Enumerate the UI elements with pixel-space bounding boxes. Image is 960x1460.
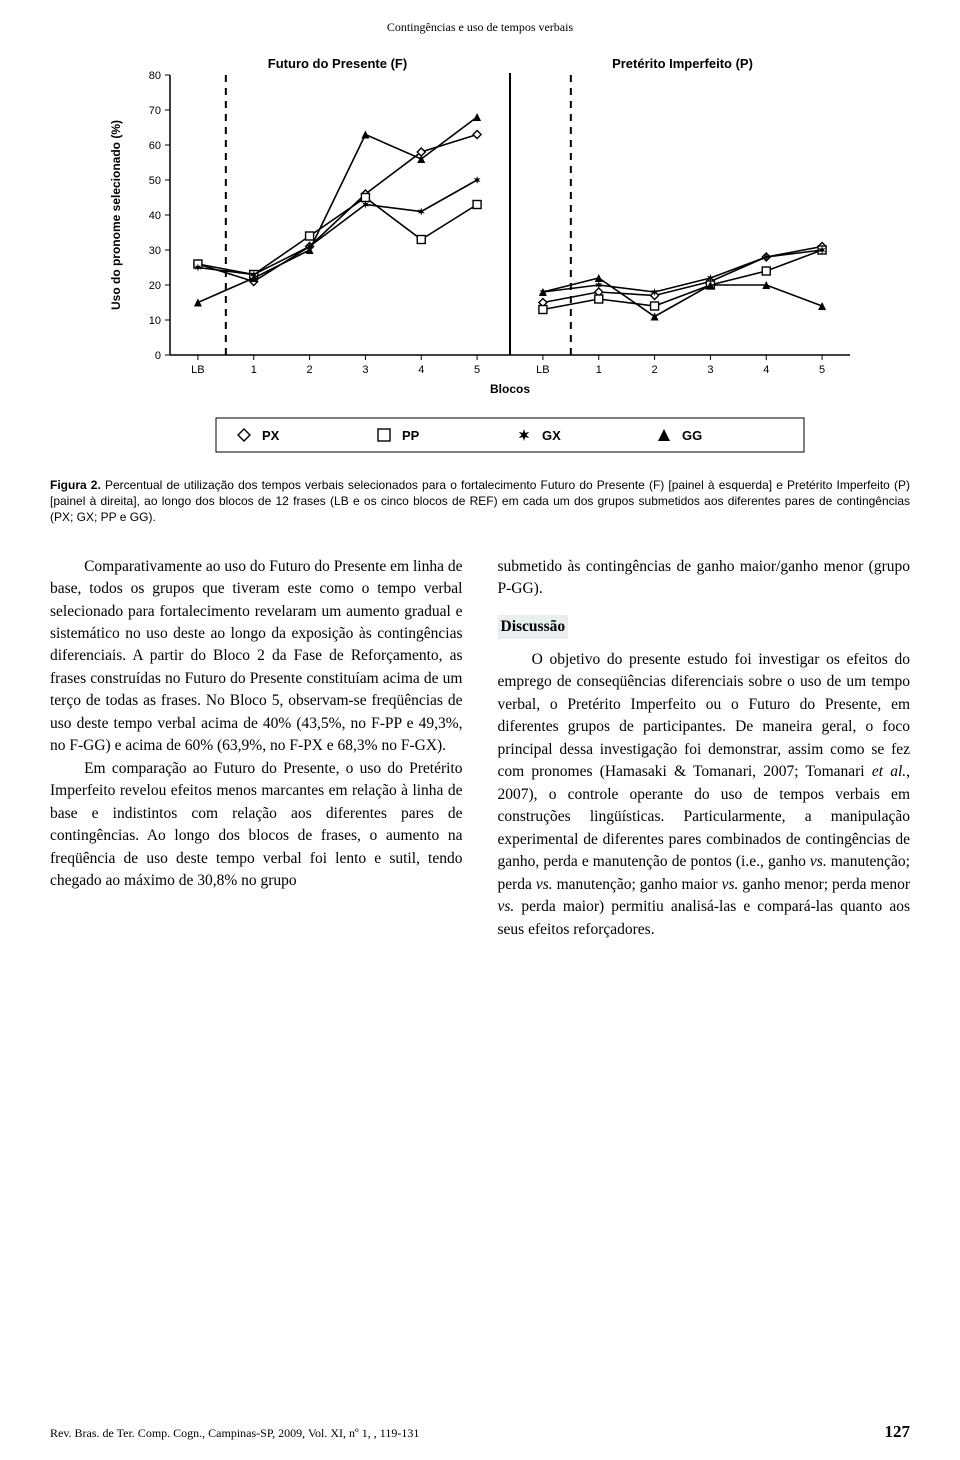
svg-text:60: 60 bbox=[149, 140, 161, 152]
svg-text:1: 1 bbox=[251, 364, 257, 376]
svg-text:30: 30 bbox=[149, 245, 161, 257]
svg-text:20: 20 bbox=[149, 280, 161, 292]
svg-text:5: 5 bbox=[474, 364, 480, 376]
body-columns: Comparativamente ao uso do Futuro do Pre… bbox=[50, 556, 910, 942]
svg-text:80: 80 bbox=[149, 70, 161, 82]
figure-chart: 0 10 20 30 40 50 60 70 80 Uso do pronome selecion… bbox=[50, 50, 910, 465]
svg-text:2: 2 bbox=[307, 364, 313, 376]
figure-label: Figura 2. bbox=[50, 478, 101, 492]
figure-caption: Figura 2. Percentual de utilização dos t… bbox=[50, 477, 910, 526]
svg-text:3: 3 bbox=[707, 364, 713, 376]
svg-text:Blocos: Blocos bbox=[490, 382, 530, 396]
column-right: submetido às contingências de ganho maio… bbox=[498, 556, 911, 942]
svg-text:LB: LB bbox=[536, 364, 549, 376]
left-para-2: Em comparação ao Futuro do Presente, o u… bbox=[50, 758, 463, 893]
footer-journal: Rev. Bras. de Ter. Comp. Cogn., Campinas… bbox=[50, 1426, 419, 1441]
column-left: Comparativamente ao uso do Futuro do Pre… bbox=[50, 556, 463, 942]
svg-text:PX: PX bbox=[262, 428, 280, 443]
svg-text:5: 5 bbox=[819, 364, 825, 376]
figure-caption-text: Percentual de utilização dos tempos verb… bbox=[50, 478, 910, 524]
svg-text:70: 70 bbox=[149, 105, 161, 117]
svg-text:3: 3 bbox=[362, 364, 368, 376]
svg-text:Futuro do Presente (F): Futuro do Presente (F) bbox=[268, 56, 407, 71]
svg-text:GG: GG bbox=[682, 428, 702, 443]
page-number: 127 bbox=[885, 1422, 911, 1442]
chart-svg: 0 10 20 30 40 50 60 70 80 Uso do pronome selecion… bbox=[100, 50, 860, 465]
right-para-2: O objetivo do presente estudo foi invest… bbox=[498, 649, 911, 941]
svg-text:40: 40 bbox=[149, 210, 161, 222]
left-para-1: Comparativamente ao uso do Futuro do Pre… bbox=[50, 556, 463, 758]
svg-text:Pretérito Imperfeito (P): Pretérito Imperfeito (P) bbox=[612, 56, 753, 71]
svg-text:1: 1 bbox=[596, 364, 602, 376]
svg-text:GX: GX bbox=[542, 428, 561, 443]
svg-text:4: 4 bbox=[763, 364, 769, 376]
svg-text:10: 10 bbox=[149, 315, 161, 327]
svg-text:0: 0 bbox=[155, 350, 161, 362]
svg-text:Uso do pronome selecionado (%): Uso do pronome selecionado (%) bbox=[109, 120, 123, 310]
heading-discussao: Discussão bbox=[498, 615, 569, 639]
svg-text:LB: LB bbox=[191, 364, 204, 376]
svg-text:PP: PP bbox=[402, 428, 420, 443]
right-para-1: submetido às contingências de ganho maio… bbox=[498, 556, 911, 601]
svg-text:4: 4 bbox=[418, 364, 424, 376]
svg-text:50: 50 bbox=[149, 175, 161, 187]
svg-text:2: 2 bbox=[652, 364, 658, 376]
running-head: Contingências e uso de tempos verbais bbox=[50, 20, 910, 35]
page-footer: Rev. Bras. de Ter. Comp. Cogn., Campinas… bbox=[50, 1422, 910, 1442]
